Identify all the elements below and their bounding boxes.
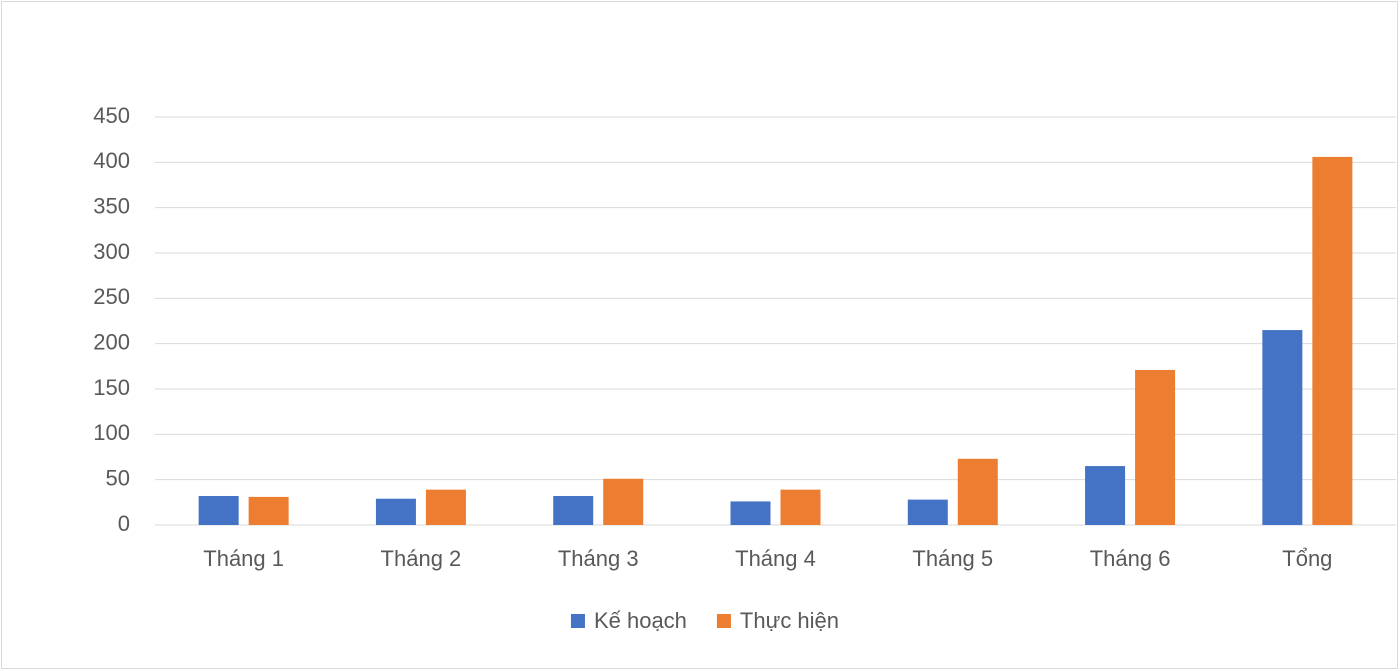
bar — [730, 501, 771, 525]
y-tick-label: 50 — [106, 465, 130, 490]
y-tick-label: 0 — [118, 511, 130, 536]
bar — [957, 458, 998, 525]
bar — [425, 489, 466, 525]
x-tick-label: Tháng 6 — [1090, 546, 1171, 571]
bar — [780, 489, 821, 525]
bar — [1085, 466, 1126, 525]
x-tick-label: Tháng 3 — [558, 546, 639, 571]
bar — [375, 498, 416, 525]
legend-label: Kế hoạch — [594, 608, 687, 633]
y-tick-label: 450 — [93, 103, 130, 128]
y-tick-label: 400 — [93, 148, 130, 173]
x-tick-label: Tháng 5 — [912, 546, 993, 571]
y-tick-label: 300 — [93, 239, 130, 264]
x-tick-label: Tháng 2 — [381, 546, 462, 571]
y-tick-label: 200 — [93, 329, 130, 354]
x-tick-label: Tổng — [1282, 546, 1332, 571]
bar — [1135, 369, 1176, 525]
legend-swatch — [716, 614, 731, 628]
bar — [553, 495, 594, 525]
bar — [603, 478, 644, 525]
y-tick-label: 350 — [93, 193, 130, 218]
y-tick-label: 150 — [93, 375, 130, 400]
bar — [907, 499, 948, 525]
bar — [198, 495, 239, 525]
y-tick-label: 250 — [93, 284, 130, 309]
y-tick-label: 100 — [93, 420, 130, 445]
bar — [1262, 330, 1303, 525]
x-tick-label: Tháng 1 — [203, 546, 284, 571]
bar — [248, 496, 289, 525]
legend-swatch — [570, 614, 585, 628]
legend-label: Thực hiện — [740, 608, 839, 633]
x-tick-label: Tháng 4 — [735, 546, 816, 571]
bar — [1312, 156, 1353, 526]
